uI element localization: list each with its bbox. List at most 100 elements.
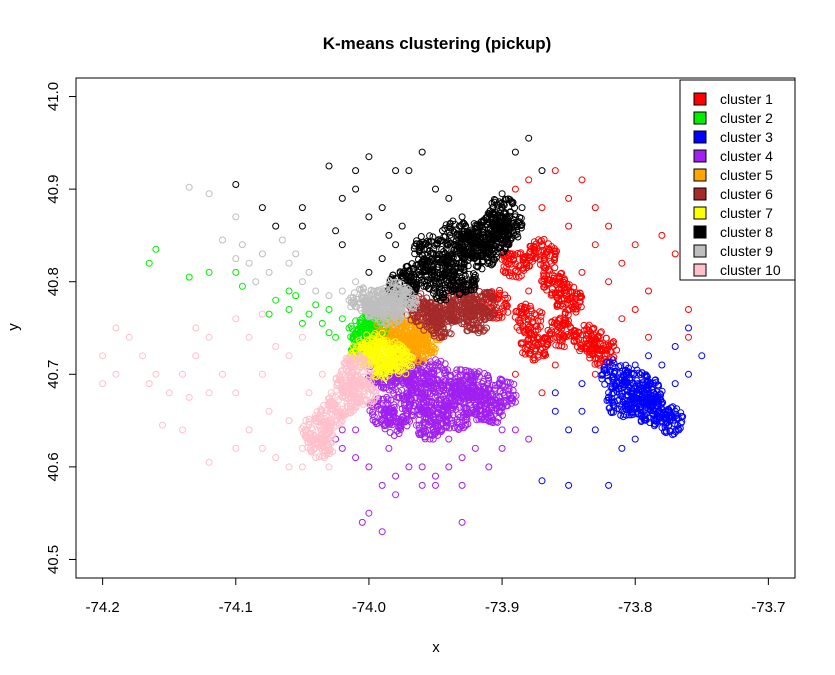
data-point <box>152 245 160 253</box>
data-point <box>591 241 599 249</box>
data-point <box>575 336 583 344</box>
series-8 <box>232 134 546 304</box>
data-point <box>565 288 573 296</box>
data-point <box>408 363 416 370</box>
data-point <box>455 386 463 394</box>
data-point <box>427 345 435 353</box>
data-point <box>426 232 434 240</box>
data-point <box>381 374 389 382</box>
data-point <box>548 318 556 326</box>
data-point <box>350 289 358 297</box>
data-point <box>392 285 400 293</box>
data-point <box>390 311 398 319</box>
data-point <box>397 422 405 430</box>
data-point <box>445 262 453 270</box>
data-point <box>602 334 610 342</box>
data-point <box>474 241 482 249</box>
data-point <box>403 284 411 292</box>
data-point <box>437 296 445 304</box>
data-point <box>584 323 592 331</box>
data-point <box>444 241 451 249</box>
data-point <box>401 406 409 414</box>
data-point <box>403 277 411 285</box>
data-point <box>432 472 439 480</box>
data-point <box>545 279 553 287</box>
data-point <box>492 230 500 237</box>
data-point <box>433 315 441 323</box>
data-point <box>596 359 604 367</box>
data-point <box>603 346 611 354</box>
data-point <box>378 528 386 536</box>
data-point <box>440 270 448 278</box>
data-point <box>618 444 626 452</box>
data-point <box>605 393 613 401</box>
data-point <box>618 374 626 382</box>
data-point <box>489 419 497 427</box>
data-point <box>430 370 438 378</box>
data-point <box>305 310 313 318</box>
data-point <box>392 167 400 175</box>
data-point <box>659 406 667 414</box>
data-point <box>471 251 479 259</box>
data-point <box>599 346 607 354</box>
data-point <box>528 253 536 261</box>
data-point <box>429 418 437 426</box>
data-point <box>265 268 273 276</box>
data-point <box>441 367 449 375</box>
data-point <box>362 381 370 389</box>
data-point <box>355 385 363 393</box>
data-point <box>397 329 405 337</box>
data-point <box>627 369 635 377</box>
data-point <box>631 435 639 443</box>
data-point <box>522 300 530 308</box>
data-point <box>466 243 473 251</box>
data-point <box>605 404 613 412</box>
data-point <box>456 381 464 389</box>
data-point <box>460 318 468 326</box>
data-point <box>374 352 382 360</box>
data-point <box>419 238 427 246</box>
data-point <box>556 272 563 280</box>
data-point <box>332 333 340 341</box>
data-point <box>527 305 535 313</box>
data-point <box>449 405 457 413</box>
data-point <box>524 320 532 328</box>
data-point <box>415 331 423 339</box>
data-point <box>480 234 488 242</box>
data-point <box>415 416 423 424</box>
data-point <box>492 393 500 401</box>
data-point <box>438 246 446 253</box>
data-point <box>355 395 363 403</box>
data-point <box>416 322 424 329</box>
data-point <box>685 333 692 341</box>
data-point <box>473 405 481 413</box>
data-point <box>272 296 280 304</box>
data-point <box>265 310 273 318</box>
data-point <box>460 424 468 432</box>
data-point <box>359 381 367 389</box>
data-point <box>527 314 535 322</box>
data-point <box>610 389 617 397</box>
data-point <box>481 313 489 321</box>
data-point <box>338 315 346 323</box>
data-point <box>576 292 584 300</box>
data-point <box>577 345 585 352</box>
data-point <box>551 264 559 272</box>
data-point <box>353 368 361 376</box>
data-point <box>553 281 561 288</box>
data-point <box>611 364 619 371</box>
data-point <box>425 317 433 325</box>
chart-title: K-means clustering (pickup) <box>323 34 552 53</box>
data-point <box>474 304 482 312</box>
data-point <box>415 398 423 406</box>
data-point <box>413 388 421 396</box>
data-point <box>542 351 550 359</box>
data-point <box>453 416 461 423</box>
data-point <box>634 380 642 388</box>
data-point <box>458 481 466 489</box>
data-point <box>416 240 424 247</box>
data-point <box>367 304 375 312</box>
data-point <box>481 291 489 299</box>
data-point <box>446 424 453 432</box>
data-point <box>505 391 513 398</box>
